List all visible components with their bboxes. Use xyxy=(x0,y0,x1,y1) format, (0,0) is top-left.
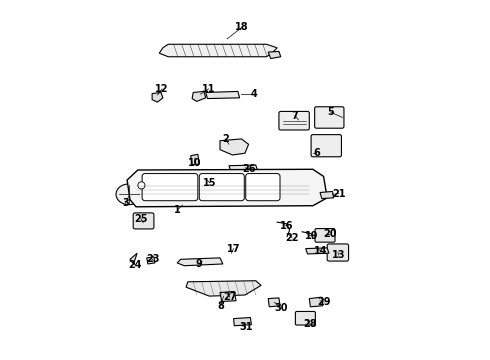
Text: 14: 14 xyxy=(314,246,327,256)
FancyBboxPatch shape xyxy=(311,135,342,157)
Text: 29: 29 xyxy=(318,297,331,307)
Polygon shape xyxy=(186,281,261,296)
Polygon shape xyxy=(320,192,334,199)
Text: 16: 16 xyxy=(280,221,294,231)
Text: 7: 7 xyxy=(292,111,298,121)
Text: 31: 31 xyxy=(239,322,252,332)
Polygon shape xyxy=(152,93,163,102)
Text: 30: 30 xyxy=(275,303,288,313)
FancyBboxPatch shape xyxy=(315,107,344,128)
Polygon shape xyxy=(229,165,258,171)
Text: 15: 15 xyxy=(203,178,217,188)
Text: 17: 17 xyxy=(227,244,240,253)
Ellipse shape xyxy=(116,184,142,204)
Text: 23: 23 xyxy=(146,254,160,264)
Text: 19: 19 xyxy=(305,231,319,242)
Polygon shape xyxy=(159,44,277,57)
Polygon shape xyxy=(309,297,323,307)
Polygon shape xyxy=(268,51,281,59)
Polygon shape xyxy=(127,169,327,207)
FancyBboxPatch shape xyxy=(245,174,280,201)
Text: 5: 5 xyxy=(327,107,334,117)
Text: 27: 27 xyxy=(223,292,237,302)
Polygon shape xyxy=(197,178,215,185)
FancyBboxPatch shape xyxy=(142,174,198,201)
Text: 21: 21 xyxy=(332,189,345,199)
Text: 4: 4 xyxy=(250,89,257,99)
FancyBboxPatch shape xyxy=(315,229,335,242)
Text: 3: 3 xyxy=(122,198,129,208)
Text: 12: 12 xyxy=(155,84,169,94)
FancyBboxPatch shape xyxy=(327,244,348,261)
Text: 6: 6 xyxy=(313,148,320,158)
Polygon shape xyxy=(220,292,236,301)
FancyBboxPatch shape xyxy=(133,213,154,229)
FancyBboxPatch shape xyxy=(199,174,245,201)
Text: 18: 18 xyxy=(235,22,249,32)
Polygon shape xyxy=(177,258,223,266)
Polygon shape xyxy=(191,154,199,165)
Text: 9: 9 xyxy=(195,259,202,269)
Text: 11: 11 xyxy=(202,84,215,94)
Text: 8: 8 xyxy=(217,301,224,311)
Text: 28: 28 xyxy=(303,319,317,329)
Polygon shape xyxy=(268,298,280,307)
Polygon shape xyxy=(192,91,206,102)
Text: 1: 1 xyxy=(174,205,180,215)
Text: 22: 22 xyxy=(285,233,299,243)
Polygon shape xyxy=(130,253,137,264)
Text: 24: 24 xyxy=(128,260,142,270)
Text: 25: 25 xyxy=(134,213,147,224)
FancyBboxPatch shape xyxy=(279,111,309,130)
Circle shape xyxy=(138,182,145,189)
Text: 2: 2 xyxy=(222,134,229,144)
Polygon shape xyxy=(306,248,329,254)
Polygon shape xyxy=(234,318,251,326)
Text: 10: 10 xyxy=(188,158,201,168)
Text: 13: 13 xyxy=(332,250,345,260)
Polygon shape xyxy=(206,91,240,99)
Text: 26: 26 xyxy=(243,163,256,174)
FancyBboxPatch shape xyxy=(295,311,316,325)
Polygon shape xyxy=(147,257,155,264)
Text: 20: 20 xyxy=(323,229,337,239)
Polygon shape xyxy=(220,139,248,155)
